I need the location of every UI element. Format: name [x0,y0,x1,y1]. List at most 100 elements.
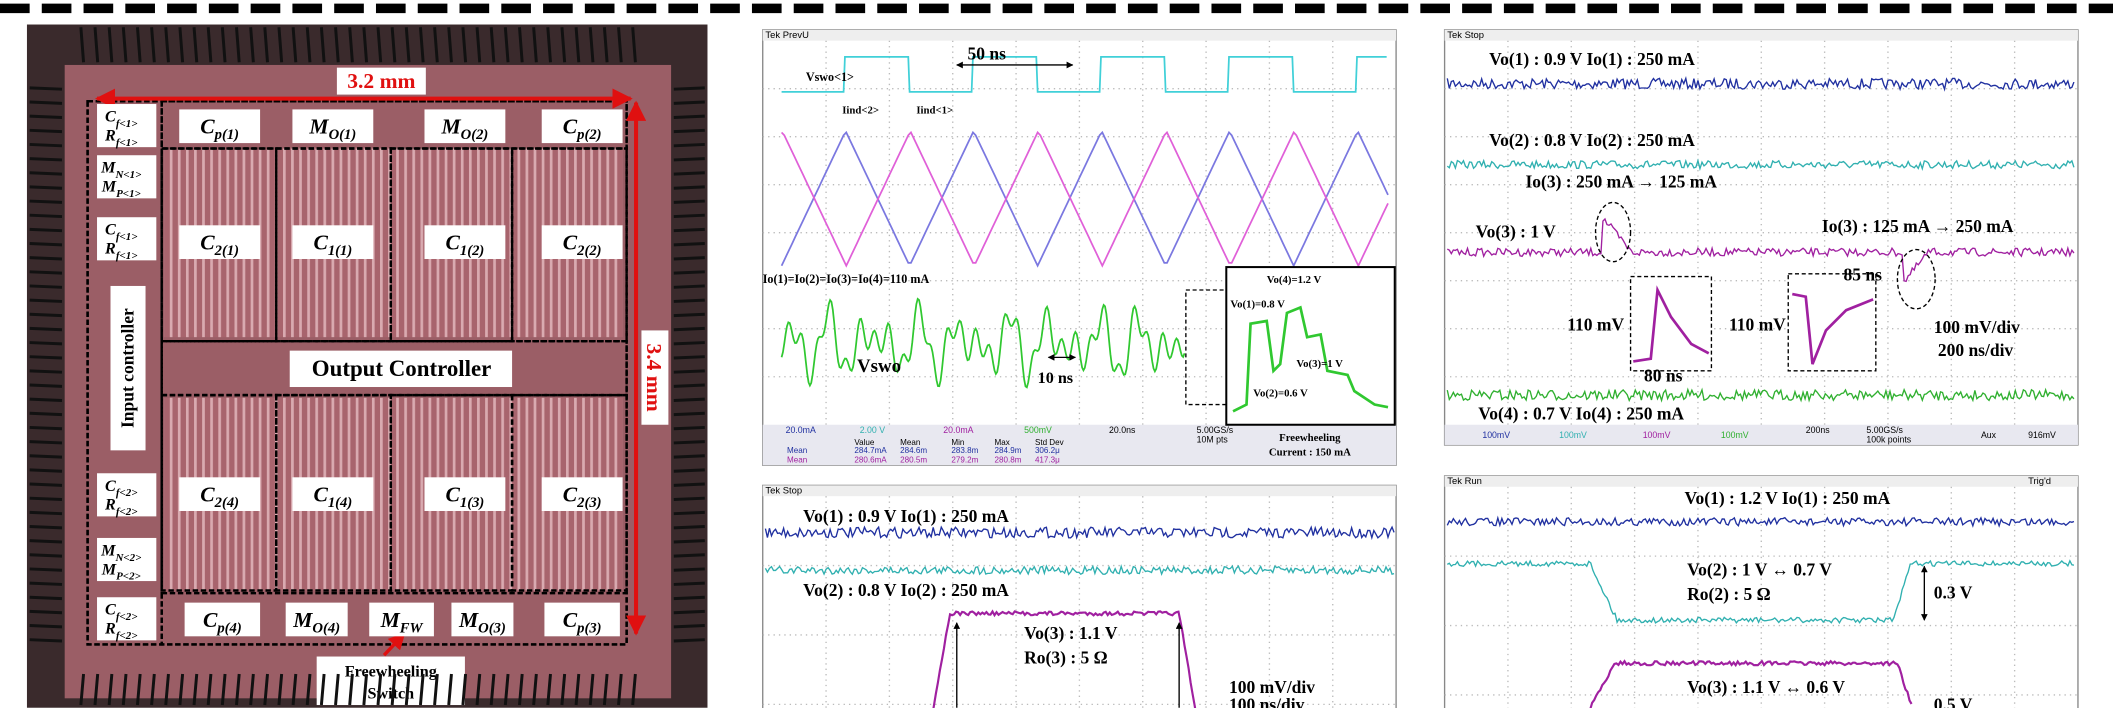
block-sub: O(1) [329,127,357,143]
block-sub: f<1> [116,137,138,149]
bond-wire [30,357,62,358]
stats-cell: 284.7mA [854,446,887,455]
block-sub: 2(2) [576,243,601,259]
block-sub: 1(2) [460,243,484,259]
stats-cell: 280.5m [900,455,927,464]
bond-wire [674,229,705,230]
bond-wire [674,484,705,485]
block-sub: 1(1) [328,243,352,259]
block-base: C [563,483,578,507]
status-text: 500mV [1024,425,1052,435]
block-sub: f<2> [116,487,138,499]
block-sub: f<1> [116,231,138,243]
bond-wire [674,300,705,301]
bond-wire [30,484,62,485]
bond-wire [30,427,62,428]
block-sub: f<2> [116,630,138,642]
scope-label: Vo(1)=0.8 V [1230,299,1285,311]
bond-wire [674,328,705,329]
bond-wire [30,583,62,584]
status-text: 100mV [1721,430,1749,440]
stats-cell: 417.3μ [1035,455,1060,464]
scope-label: Vo(3) : 1.1 V ↔ 0.6 V [1687,677,1845,697]
bond-wire [30,201,62,202]
block-sub: O(2) [461,127,489,143]
scope-label: 0.3 V [1934,583,1973,603]
bond-wire [30,173,62,174]
bond-wire [674,385,705,386]
bond-wire [674,399,705,400]
scope-label: Tek Run [1447,475,1482,486]
block-base: C [563,608,578,632]
bond-wire [30,456,62,457]
status-text: 2.00 V [860,425,885,435]
block-base: C [105,109,116,126]
bond-wire [30,258,62,259]
block-sub: 1(4) [328,495,352,511]
status-text: 200ns [1806,425,1830,435]
scope-label: Vo(1) : 1.2 V Io(1) : 250 mA [1684,488,1890,508]
block-base: C [446,483,461,507]
scope-label: Vo(1) : 0.9 V Io(1) : 250 mA [1489,49,1695,69]
bond-wire [674,159,705,160]
scope-header [763,485,1396,496]
block-sub: P<1> [116,188,141,200]
bond-wire [30,159,62,160]
bond-wire [674,173,705,174]
block-sub: f<2> [116,506,138,518]
block-sub: f<1> [116,250,138,262]
block-sub: p(1) [213,127,239,143]
bond-wire [674,343,705,344]
scope-label: 100 ns/div [1229,694,1305,708]
callout [1788,274,1876,371]
width-label: 3.2 mm [347,69,415,93]
bond-wire [30,116,62,117]
scope-label: Vo(2) : 0.8 V Io(2) : 250 mA [803,580,1009,600]
block-base: C [563,115,578,139]
scope-label: Vo(3) : 1 V [1476,221,1557,241]
block-sub: FW [399,620,424,636]
block-sub: f<1> [116,118,138,130]
scope-label: 110 mV [1567,314,1624,334]
block-base: C [105,478,116,495]
bond-wire [30,611,62,612]
block-sub: O(3) [478,620,506,636]
scope-label: Io(3) : 125 mA → 250 mA [1822,216,2014,236]
bond-wire [30,144,62,145]
stats-cell: 284.9m [995,446,1022,455]
bond-wire [30,555,62,556]
bond-wire [674,187,705,188]
scope-label: Freewheeling [1279,432,1341,444]
block-sub: p(3) [575,620,601,636]
block-base: R [104,127,116,144]
bond-wire [30,243,62,244]
block-base: C [563,231,578,255]
bond-wire [30,300,62,301]
scope-label: 85 ns [1843,265,1882,285]
bond-wire [674,201,705,202]
scope-header [1445,476,2078,487]
block-sub: p(2) [575,127,601,143]
scope-label: Vo(2)=0.6 V [1253,387,1308,399]
block-base: C [200,231,215,255]
block-sub: 2(4) [214,495,239,511]
chip-photo: 3.2 mm 3.4 mm Output Controller Input co… [27,25,708,708]
bond-wire [674,258,705,259]
status-text: 100mV [1643,430,1671,440]
bond-wire [30,399,62,400]
callout [1631,277,1712,371]
bond-wire [674,498,705,499]
scope-label: 100 mV/div [1934,317,2020,337]
scope-label: Ro(3) : 5 Ω [1024,647,1108,667]
bond-wire [674,583,705,584]
bond-wire [30,442,62,443]
scope-label: Trig'd [2028,475,2051,486]
bond-wire [674,470,705,471]
bond-wire [30,569,62,570]
stats-cell: 283.8m [951,446,978,455]
bond-wire [674,371,705,372]
status-text: 100mV [1559,430,1587,440]
block-base: C [313,231,328,255]
bond-wire [674,272,705,273]
bond-wire [674,611,705,612]
